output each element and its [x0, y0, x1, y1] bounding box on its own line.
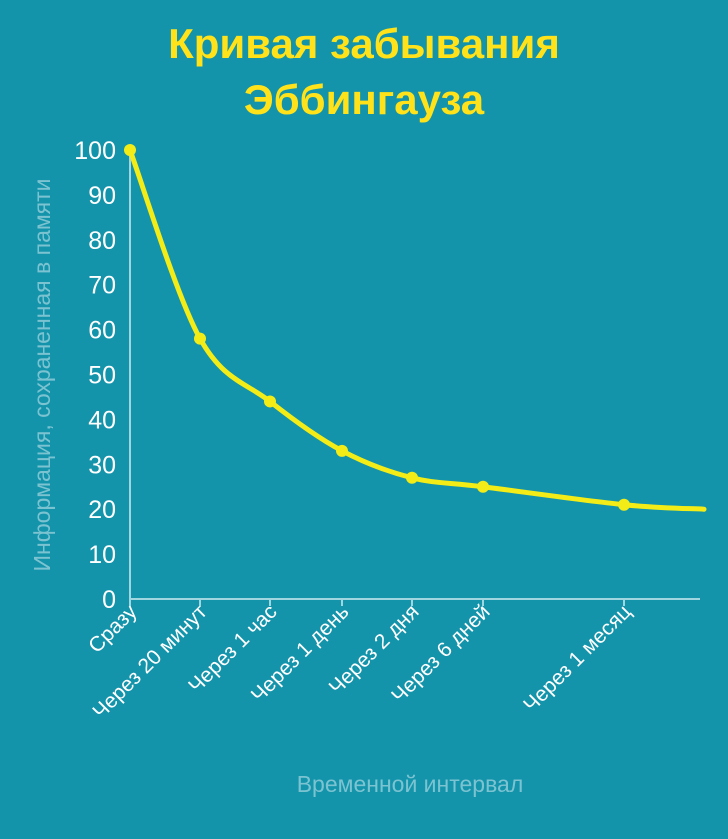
- y-tick-label: 30: [88, 451, 116, 479]
- y-tick-labels: 0 10 20 30 40 50 60 70 80 90 100: [74, 137, 116, 614]
- x-tick-marks: [129, 599, 625, 606]
- y-tick-label: 40: [88, 406, 116, 434]
- y-tick-label: 0: [102, 586, 116, 614]
- chart-title-line-2: Эббингауза: [244, 76, 485, 123]
- y-tick-label: 80: [88, 227, 116, 255]
- y-axis-title: Информация, сохраненная в памяти: [29, 178, 55, 571]
- x-tick-label: Через 1 месяц: [519, 600, 635, 716]
- y-tick-label: 50: [88, 362, 116, 390]
- y-tick-label: 100: [74, 137, 116, 165]
- y-tick-label: 70: [88, 272, 116, 300]
- y-tick-label: 20: [88, 496, 116, 524]
- x-axis-title: Временной интервал: [297, 771, 524, 797]
- data-point: [336, 444, 348, 457]
- chart-title-line-1: Кривая забывания: [168, 20, 560, 67]
- y-tick-label: 60: [88, 317, 116, 345]
- data-point: [194, 332, 206, 345]
- data-points: [124, 144, 630, 511]
- y-tick-label: 10: [88, 541, 116, 569]
- data-point: [477, 480, 489, 493]
- data-point: [618, 498, 630, 511]
- data-point: [406, 471, 418, 484]
- data-point: [264, 395, 276, 408]
- y-tick-label: 90: [88, 182, 116, 210]
- forgetting-curve-line: [127, 147, 707, 512]
- data-point: [124, 144, 136, 156]
